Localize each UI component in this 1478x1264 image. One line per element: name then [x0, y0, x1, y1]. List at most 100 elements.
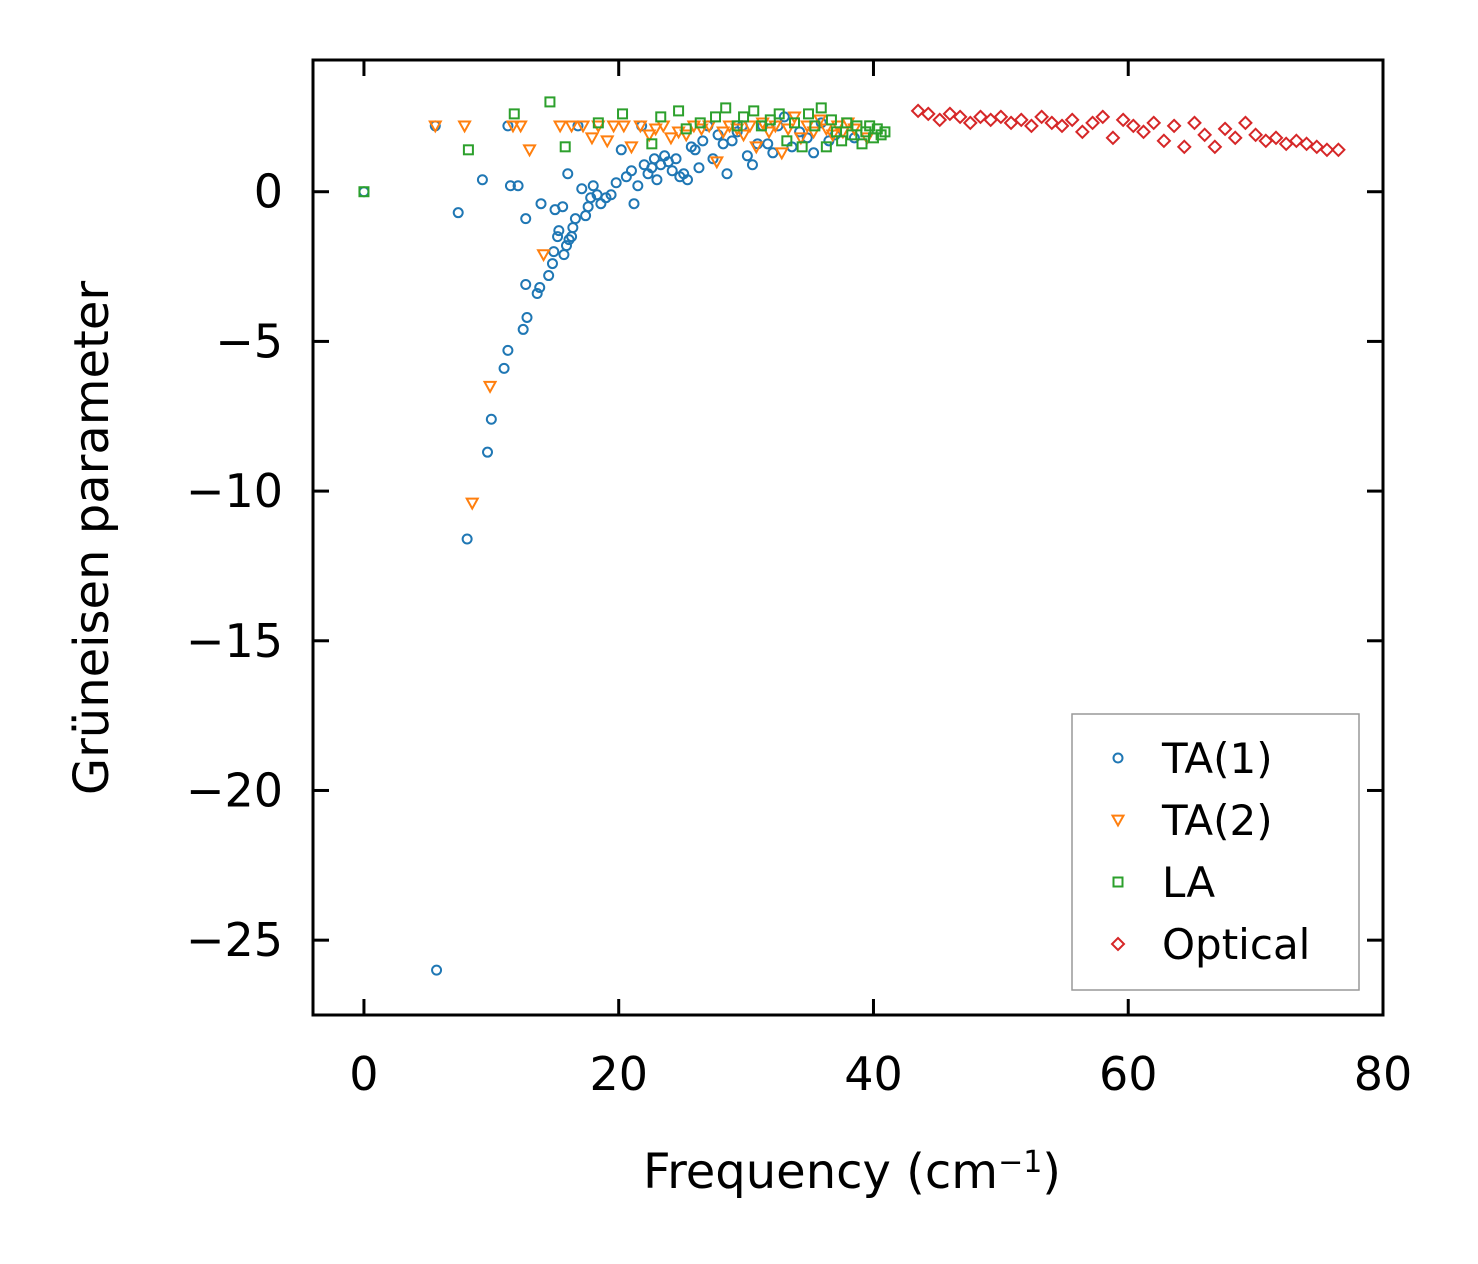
- data-point: [482, 446, 494, 458]
- data-point: [731, 120, 743, 132]
- data-point: [457, 120, 472, 134]
- data-point: [633, 120, 648, 134]
- data-point: [625, 165, 637, 177]
- data-point: [773, 108, 785, 120]
- data-point: [836, 135, 848, 147]
- data-point: [815, 102, 827, 114]
- data-point: [952, 109, 968, 125]
- x-tick-label: 80: [1354, 1047, 1413, 1101]
- data-point: [558, 249, 570, 261]
- data-point: [465, 497, 480, 511]
- data-point: [358, 186, 370, 198]
- data-point: [710, 111, 722, 123]
- data-point: [615, 144, 627, 156]
- data-point: [648, 153, 660, 165]
- data-point: [656, 120, 671, 134]
- data-point: [557, 201, 569, 213]
- data-point: [741, 150, 753, 162]
- data-point: [536, 249, 551, 263]
- data-point: [1176, 139, 1192, 155]
- data-point: [1064, 112, 1080, 128]
- data-point: [552, 231, 564, 243]
- data-point: [679, 129, 694, 143]
- data-point: [485, 413, 497, 425]
- data-point: [682, 174, 693, 186]
- data-point: [962, 115, 978, 131]
- data-point: [808, 147, 820, 159]
- data-point: [587, 180, 599, 192]
- data-point: [576, 183, 588, 195]
- data-point: [1125, 118, 1141, 134]
- data-point: [358, 186, 370, 198]
- data-point: [452, 207, 464, 219]
- data-point: [707, 153, 719, 165]
- data-point: [864, 120, 876, 132]
- data-point: [1166, 118, 1182, 134]
- data-point: [567, 222, 579, 234]
- data-point: [789, 117, 800, 129]
- data-point: [502, 344, 514, 356]
- data-point: [512, 180, 524, 192]
- data-point: [560, 240, 572, 252]
- data-point: [1238, 115, 1253, 131]
- data-point: [761, 126, 777, 140]
- data-point: [520, 213, 532, 225]
- data-point: [552, 120, 568, 134]
- data-point: [709, 156, 724, 170]
- legend-marker: [1112, 752, 1124, 764]
- data-point: [726, 135, 738, 147]
- data-point: [803, 108, 815, 120]
- data-point: [736, 129, 751, 143]
- data-point: [806, 126, 821, 140]
- data-point: [856, 138, 868, 150]
- data-points: [358, 96, 1346, 976]
- legend-marker: [1110, 814, 1126, 828]
- data-point: [781, 135, 793, 147]
- data-point: [595, 198, 607, 210]
- data-point: [666, 165, 678, 177]
- x-axis-label-superscript: −1: [998, 1145, 1042, 1180]
- data-point: [1105, 130, 1121, 146]
- data-point: [1095, 109, 1111, 125]
- data-point: [749, 141, 764, 155]
- data-point: [517, 323, 529, 335]
- data-point: [1054, 118, 1070, 134]
- data-point: [693, 162, 705, 174]
- data-point: [738, 111, 750, 123]
- data-point: [610, 177, 622, 189]
- data-point: [825, 114, 837, 126]
- data-point: [742, 120, 758, 134]
- data-point: [910, 103, 926, 119]
- data-point: [585, 192, 597, 204]
- data-point: [1299, 136, 1314, 152]
- data-point: [546, 258, 558, 270]
- data-point: [504, 180, 516, 192]
- data-point: [1146, 115, 1162, 131]
- data-point: [1136, 124, 1151, 140]
- data-point: [535, 198, 547, 210]
- y-tick-label: −15: [186, 614, 283, 668]
- y-tick-label: −20: [186, 763, 283, 817]
- data-point: [820, 141, 832, 153]
- data-point: [600, 135, 615, 149]
- data-point: [762, 138, 774, 150]
- x-tick-label: 60: [1099, 1047, 1158, 1101]
- data-point: [498, 362, 510, 374]
- data-point: [620, 171, 632, 183]
- data-point: [559, 141, 571, 153]
- legend: TA(1) TA(2) LA Optical: [1071, 713, 1360, 991]
- data-point: [582, 201, 594, 213]
- data-point: [544, 96, 556, 108]
- data-point: [605, 189, 617, 201]
- data-point: [646, 138, 658, 150]
- data-point: [431, 964, 443, 976]
- data-point: [1013, 112, 1029, 128]
- y-tick-label: −10: [186, 464, 283, 518]
- data-point: [767, 147, 779, 159]
- data-point: [575, 120, 591, 134]
- legend-marker: [1110, 936, 1126, 952]
- axis-ticks: 0 20 40 60 80 0 −5 −10 −15 −20 −25: [186, 60, 1412, 1101]
- series-optical: [910, 103, 1346, 158]
- data-point: [701, 120, 717, 134]
- data-point: [942, 106, 958, 122]
